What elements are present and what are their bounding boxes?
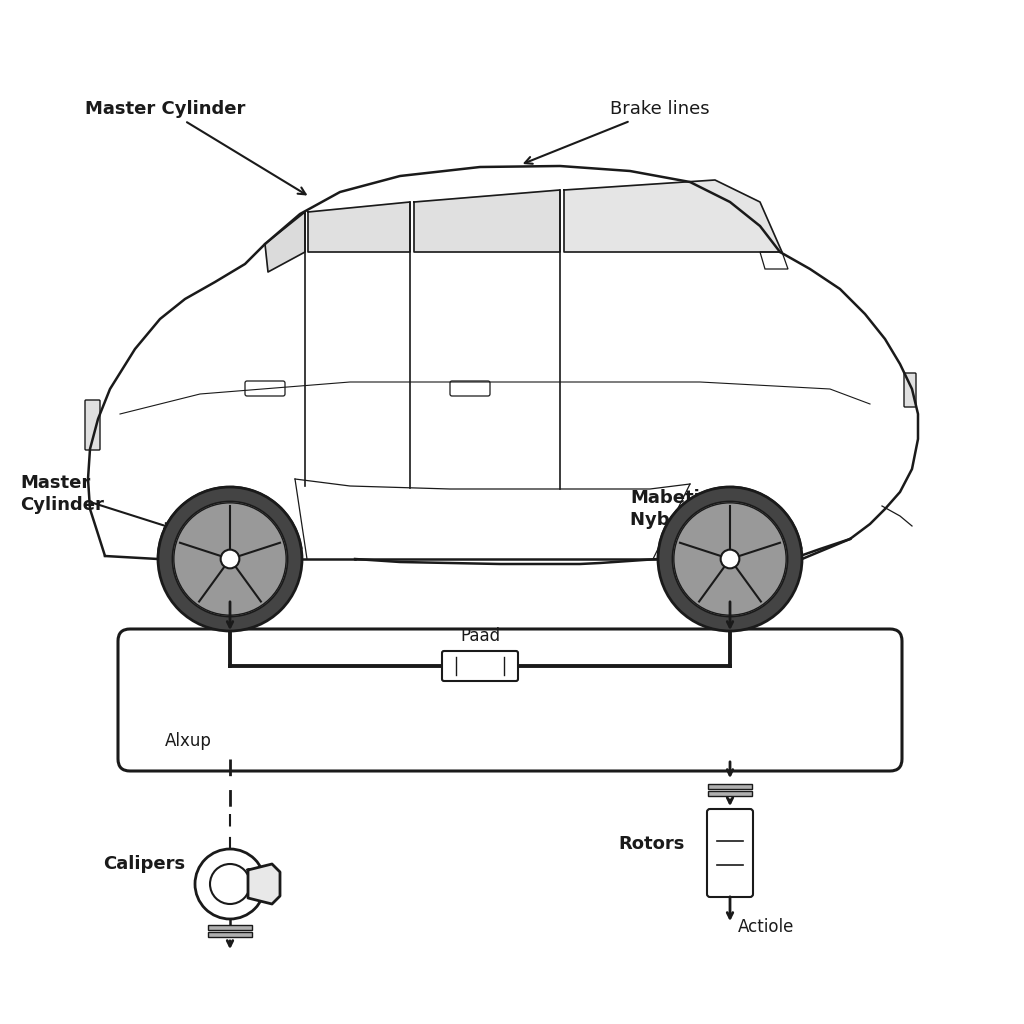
Circle shape	[721, 550, 739, 568]
Text: Alxup: Alxup	[165, 732, 212, 750]
Circle shape	[158, 487, 302, 631]
Polygon shape	[236, 566, 269, 607]
Polygon shape	[735, 566, 769, 607]
Polygon shape	[220, 506, 240, 550]
Circle shape	[195, 849, 265, 919]
Text: Calipers: Calipers	[102, 855, 185, 873]
Polygon shape	[239, 534, 284, 556]
Text: Master Cylinder: Master Cylinder	[85, 100, 305, 195]
Polygon shape	[564, 180, 782, 252]
FancyBboxPatch shape	[450, 381, 490, 396]
Circle shape	[673, 502, 787, 616]
FancyBboxPatch shape	[208, 932, 252, 937]
Text: Mabetinles
Nyberal Pads: Mabetinles Nyberal Pads	[630, 488, 763, 529]
Circle shape	[210, 864, 250, 904]
Circle shape	[174, 503, 286, 615]
Polygon shape	[248, 864, 280, 904]
FancyBboxPatch shape	[904, 373, 916, 407]
Polygon shape	[677, 534, 722, 556]
Polygon shape	[738, 534, 783, 556]
Text: Paad: Paad	[460, 627, 500, 645]
Text: Actiole: Actiole	[738, 918, 795, 936]
Polygon shape	[691, 566, 725, 607]
Polygon shape	[760, 252, 788, 269]
Text: Brake lines: Brake lines	[524, 100, 710, 164]
FancyBboxPatch shape	[245, 381, 285, 396]
Polygon shape	[720, 506, 739, 550]
Polygon shape	[308, 202, 410, 252]
FancyBboxPatch shape	[442, 651, 518, 681]
Polygon shape	[414, 190, 560, 252]
FancyBboxPatch shape	[708, 783, 752, 790]
FancyBboxPatch shape	[85, 400, 100, 450]
FancyBboxPatch shape	[707, 809, 753, 897]
Circle shape	[658, 487, 802, 631]
Polygon shape	[190, 566, 225, 607]
Circle shape	[674, 503, 786, 615]
Polygon shape	[176, 534, 222, 556]
Circle shape	[172, 502, 288, 616]
Circle shape	[220, 550, 240, 568]
Text: Master
Cylinder: Master Cylinder	[20, 474, 103, 514]
FancyBboxPatch shape	[708, 791, 752, 796]
Text: Rotors: Rotors	[618, 835, 685, 853]
FancyBboxPatch shape	[208, 925, 252, 930]
Polygon shape	[265, 212, 305, 272]
FancyBboxPatch shape	[118, 629, 902, 771]
